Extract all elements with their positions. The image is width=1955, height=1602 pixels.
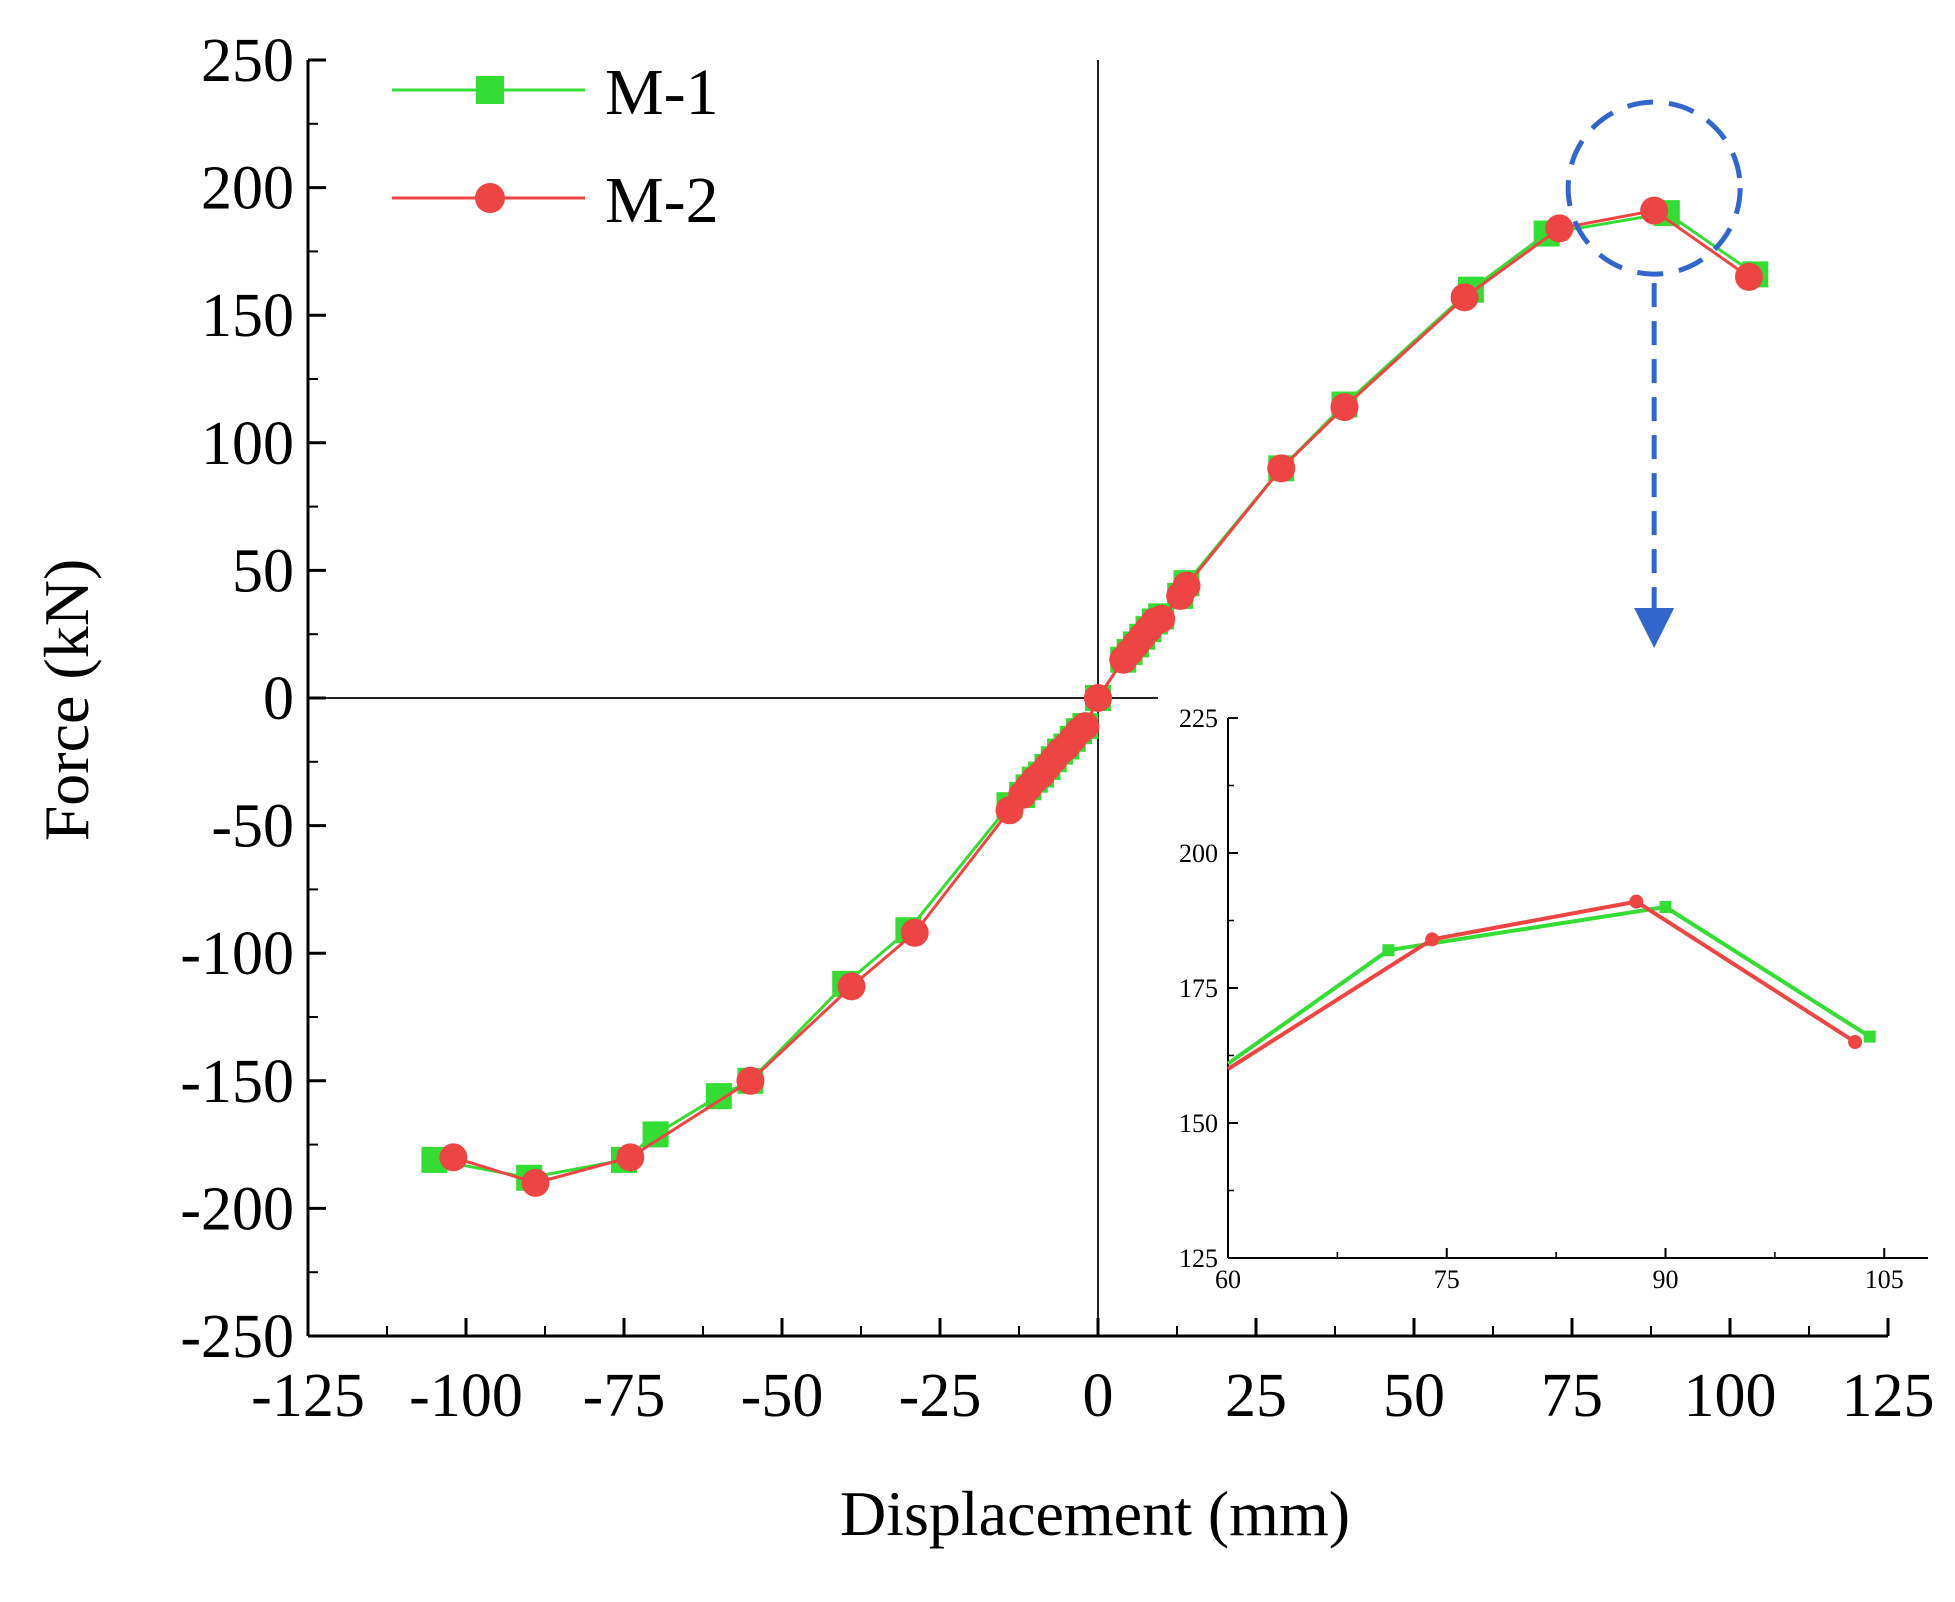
x-tick-label: -125 xyxy=(251,1362,365,1430)
legend-label-M-1: M-1 xyxy=(605,56,719,129)
inset-y-tick-label: 175 xyxy=(1179,974,1218,1003)
data-point-M-2 xyxy=(900,918,929,947)
y-tick-label: -150 xyxy=(180,1048,294,1116)
inset-data-point-M-2 xyxy=(1848,1035,1863,1049)
data-point-M-2 xyxy=(616,1143,645,1172)
inset-series-line-M-2 xyxy=(1226,899,1857,1071)
data-point-M-2 xyxy=(1640,196,1669,225)
x-tick-label: -75 xyxy=(583,1362,666,1430)
x-tick-label: -25 xyxy=(899,1362,982,1430)
data-point-M-2 xyxy=(1450,283,1479,312)
y-axis-title: Force (kN) xyxy=(31,559,102,842)
y-tick-label: -200 xyxy=(180,1175,294,1243)
x-tick-label: -100 xyxy=(409,1362,523,1430)
inset-chart: 60 75 90 105 225 200 175 150 125 xyxy=(1158,688,1953,1318)
inset-data-point-M-2 xyxy=(1629,894,1644,909)
inset-background xyxy=(1158,688,1953,1318)
y-tick-label: 200 xyxy=(201,155,294,223)
data-point-M-2 xyxy=(521,1168,550,1197)
zoom-annotation xyxy=(1565,99,1743,648)
data-point-M-2 xyxy=(1734,262,1763,291)
main-ticks: -125 -100 -75 -50 -25 0 25 50 75 100 1252502001501… xyxy=(180,27,1934,1430)
x-tick-label: 25 xyxy=(1225,1362,1287,1430)
legend-marker-M-2 xyxy=(475,183,505,213)
arrow-head xyxy=(1634,608,1675,648)
inset-data-point-M-1 xyxy=(1863,1030,1876,1043)
inset-x-tick-label: 60 xyxy=(1215,1265,1241,1294)
data-point-M-2 xyxy=(837,972,866,1001)
x-tick-label: 0 xyxy=(1083,1362,1114,1430)
y-tick-label: 150 xyxy=(201,282,294,350)
data-point-M-2 xyxy=(1172,571,1201,600)
inset-data-point-M-1 xyxy=(1382,944,1395,957)
inset-data-point-M-2 xyxy=(1425,932,1440,947)
y-tick-label: 100 xyxy=(201,410,294,478)
legend-marker-M-1 xyxy=(476,76,504,104)
inset-x-tick-label: 90 xyxy=(1653,1265,1679,1294)
legend: M-1M-2 xyxy=(392,56,719,237)
x-tick-label: 75 xyxy=(1541,1362,1603,1430)
x-tick-label: 100 xyxy=(1684,1362,1777,1430)
inset-y-tick-label: 225 xyxy=(1179,704,1218,733)
data-point-M-2 xyxy=(1084,684,1112,712)
inset-y-tick-label: 125 xyxy=(1179,1244,1218,1273)
y-tick-label: -100 xyxy=(180,920,294,988)
data-point-M-2 xyxy=(736,1066,765,1095)
data-point-M-2 xyxy=(1267,454,1296,483)
data-point-M-2 xyxy=(1147,604,1176,633)
main-series xyxy=(421,196,1769,1197)
dashed-zoom-circle xyxy=(1565,99,1743,277)
data-point-M-2 xyxy=(1330,393,1359,422)
x-tick-label: -50 xyxy=(741,1362,824,1430)
y-tick-label: -50 xyxy=(211,793,294,861)
y-tick-label: 0 xyxy=(263,665,294,733)
inset-y-tick-label: 150 xyxy=(1179,1109,1218,1138)
x-tick-label: 50 xyxy=(1383,1362,1445,1430)
data-point-M-2 xyxy=(1071,712,1100,741)
inset-x-tick-label: 75 xyxy=(1434,1265,1460,1294)
inset-data-point-M-1 xyxy=(1659,901,1672,913)
y-tick-label: -250 xyxy=(180,1303,294,1371)
x-axis-title: Displacement (mm) xyxy=(840,1478,1350,1549)
inset-y-tick-label: 200 xyxy=(1179,839,1218,868)
inset-series-line-M-1 xyxy=(1226,904,1871,1066)
data-point-M-2 xyxy=(1545,214,1574,243)
inset-x-tick-label: 105 xyxy=(1865,1265,1904,1294)
y-tick-label: 250 xyxy=(201,27,294,95)
legend-label-M-2: M-2 xyxy=(605,164,719,237)
y-tick-label: 50 xyxy=(232,537,294,605)
x-tick-label: 125 xyxy=(1842,1362,1935,1430)
data-point-M-2 xyxy=(439,1143,468,1172)
